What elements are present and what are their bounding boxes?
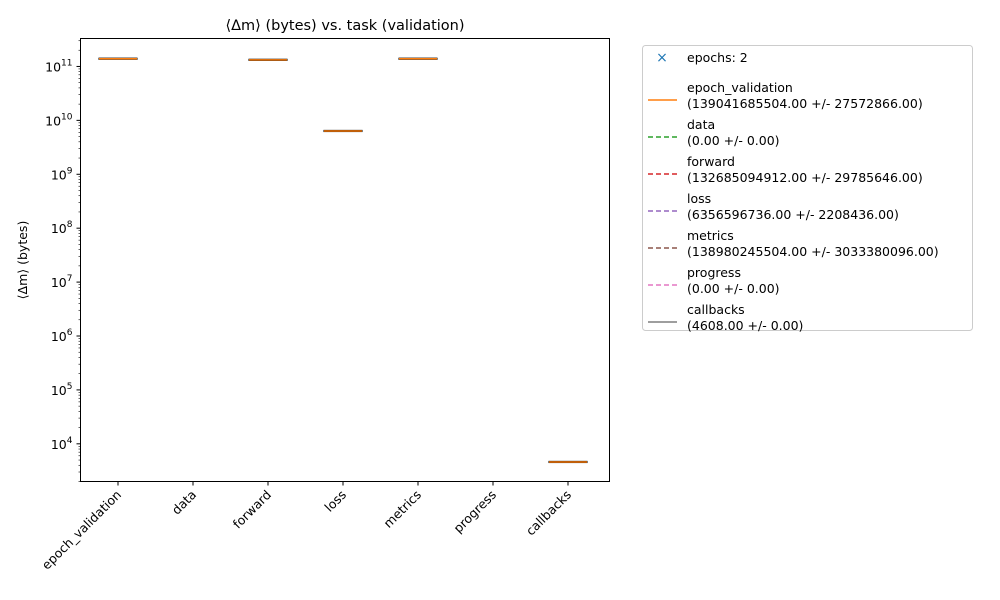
y-tick-label: 1010 (45, 112, 73, 128)
legend-value: (6356596736.00 +/- 2208436.00) (687, 207, 899, 222)
legend-value: (139041685504.00 +/- 27572866.00) (687, 96, 923, 111)
x-axis: epoch_validation data forward loss metrics pr… (39, 481, 574, 572)
y-tick-label: 105 (51, 382, 73, 398)
boxes (98, 57, 588, 464)
legend-label: epochs: 2 (687, 50, 748, 65)
y-tick-label: 108 (51, 220, 73, 236)
x-tick-label: metrics (380, 487, 424, 531)
legend-frame (642, 45, 973, 331)
plot-area (80, 38, 610, 482)
legend-marker: × (656, 50, 668, 66)
legend-value: (132685094912.00 +/- 29785646.00) (687, 170, 923, 185)
x-tick-label: callbacks (523, 487, 574, 538)
legend-label: progress (687, 265, 741, 280)
legend-label: data (687, 117, 715, 132)
legend-label: epoch_validation (687, 80, 793, 95)
y-axis: 104 105 106 107 108 109 1010 1011 (45, 40, 81, 482)
legend-label: loss (687, 191, 711, 206)
y-tick-label: 106 (51, 328, 73, 344)
x-tick-label: epoch_validation (39, 487, 124, 572)
y-tick-label: 1011 (45, 58, 72, 74)
x-tick-label: data (169, 487, 200, 518)
legend-value: (4608.00 +/- 0.00) (687, 318, 803, 333)
y-axis-label: ⟨Δm⟩ (bytes) (15, 221, 30, 300)
y-tick-label: 107 (51, 274, 73, 290)
x-tick-label: progress (450, 487, 499, 536)
legend: × epochs: 2 epoch_validation(139041685504.… (642, 45, 973, 333)
legend-label: callbacks (687, 302, 745, 317)
chart-title: ⟨Δm⟩ (bytes) vs. task (validation) (225, 18, 464, 34)
legend-label: metrics (687, 228, 734, 243)
x-tick-label: loss (321, 487, 349, 515)
x-tick-label: forward (230, 487, 275, 532)
legend-label: forward (687, 154, 735, 169)
y-tick-label: 104 (51, 436, 73, 452)
legend-value: (0.00 +/- 0.00) (687, 281, 780, 296)
y-tick-label: 109 (51, 166, 73, 182)
legend-value: (138980245504.00 +/- 3033380096.00) (687, 244, 939, 259)
legend-value: (0.00 +/- 0.00) (687, 133, 780, 148)
